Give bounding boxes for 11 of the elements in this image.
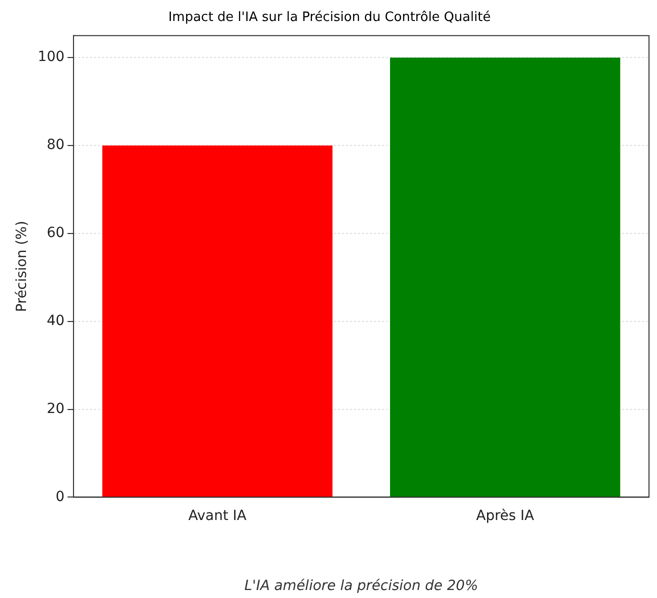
y-tick-label: 60 xyxy=(46,225,65,242)
text: L'IA améliore la précision de 20% xyxy=(244,578,478,594)
x-tick-label: Avant IA xyxy=(188,508,247,524)
y-tick-label: 80 xyxy=(46,137,65,154)
y-tick-label: 20 xyxy=(46,400,65,417)
chart-title: Impact de l'IA sur la Précision du Contrôle Qualité xyxy=(168,10,491,26)
y-tick-label: 40 xyxy=(46,312,65,329)
y-tick-label: 0 xyxy=(56,488,65,505)
x-tick-label: Après IA xyxy=(476,508,535,524)
y-tick-label: 100 xyxy=(38,49,65,66)
y-axis-title: Précision (%) xyxy=(14,220,30,312)
